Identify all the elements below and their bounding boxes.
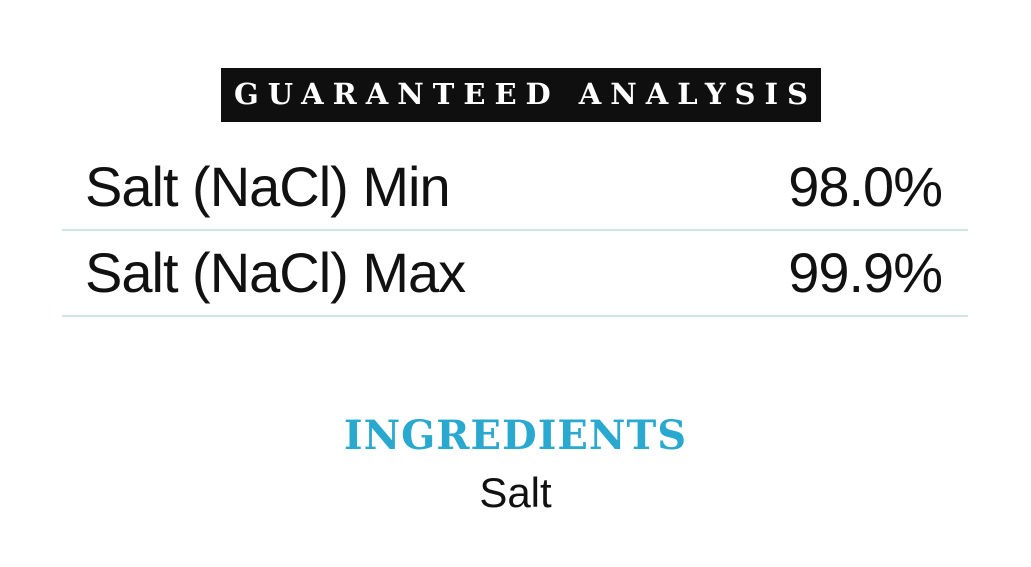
analysis-table: Salt (NaCl) Min 98.0% Salt (NaCl) Max 99… (62, 145, 968, 317)
guaranteed-analysis-title: GUARANTEED ANALYSIS (233, 76, 817, 111)
ingredients-section: INGREDIENTS Salt (0, 414, 1031, 514)
guaranteed-analysis-banner: GUARANTEED ANALYSIS (221, 68, 821, 122)
analysis-row-value: 99.9% (788, 241, 943, 304)
analysis-row-max: Salt (NaCl) Max 99.9% (62, 231, 968, 317)
analysis-row-min: Salt (NaCl) Min 98.0% (62, 145, 968, 231)
analysis-row-label: Salt (NaCl) Max (85, 241, 466, 304)
ingredients-value: Salt (479, 469, 552, 516)
ingredients-heading: INGREDIENTS (343, 412, 688, 459)
analysis-row-value: 98.0% (788, 155, 943, 218)
analysis-row-label: Salt (NaCl) Min (85, 155, 451, 218)
